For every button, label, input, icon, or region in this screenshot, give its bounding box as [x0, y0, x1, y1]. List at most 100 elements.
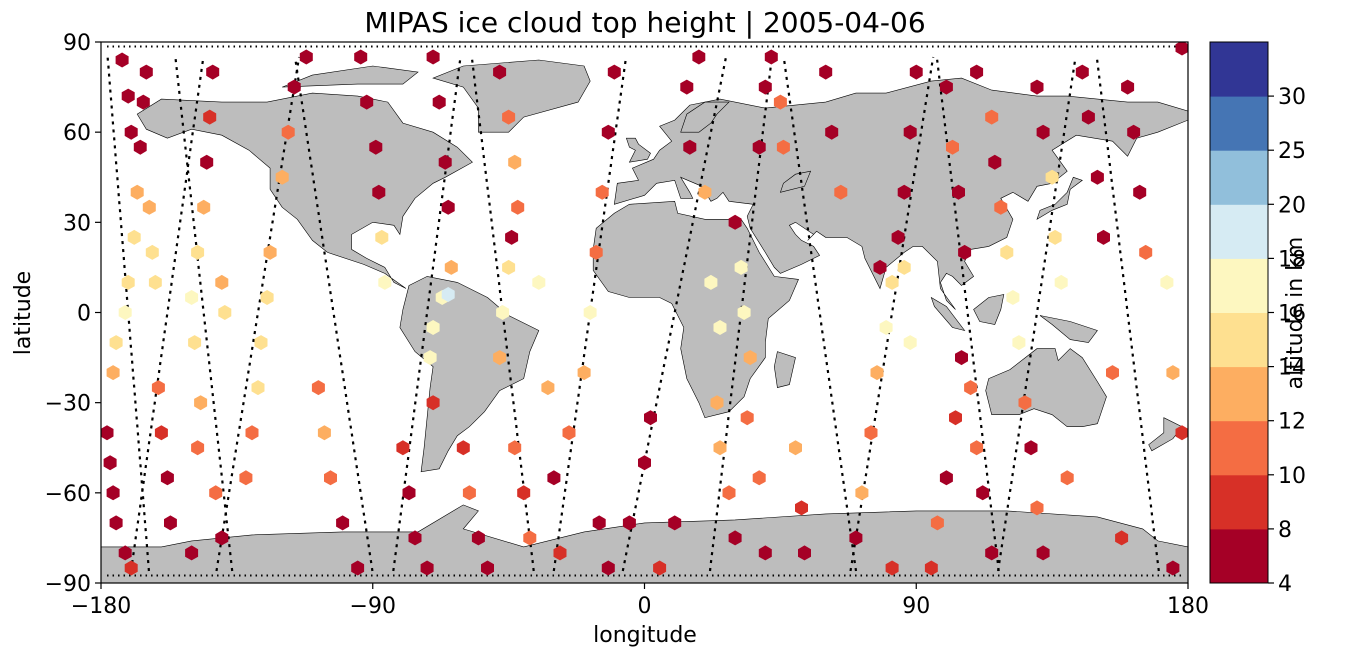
cloud-point [713, 440, 727, 456]
cloud-point [1048, 229, 1062, 245]
cloud-point [740, 410, 754, 426]
cloud-point [185, 290, 199, 305]
cloud-point [369, 139, 383, 155]
cloud-point [1115, 530, 1129, 546]
cloud-point [263, 244, 277, 260]
cloud-point [197, 199, 211, 215]
cloud-point [324, 470, 337, 486]
colorbar-tick-label: 12 [1278, 410, 1306, 435]
cloud-point [644, 410, 657, 426]
cloud-point [970, 440, 984, 456]
cloud-point [206, 64, 220, 80]
cloud-point [752, 470, 766, 486]
cloud-point [825, 124, 839, 140]
cloud-point [764, 49, 778, 65]
colorbar: 4 8 10 12 14 16 18 20 25 30 [1209, 41, 1306, 597]
cloud-point [1166, 560, 1180, 576]
cloud-point [985, 109, 999, 125]
land-arabia-dark [779, 170, 812, 193]
cloud-point [148, 274, 162, 290]
cloud-point [1060, 470, 1074, 486]
cloud-point [897, 184, 911, 200]
cloud-points [101, 42, 1188, 576]
cloud-point [994, 199, 1008, 215]
cloud-point [287, 79, 301, 95]
cloud-point [139, 64, 153, 80]
cloud-point [924, 560, 938, 576]
cloud-point [218, 305, 232, 320]
cloud-point [354, 49, 368, 65]
cloud-point [885, 274, 899, 290]
cloud-point [601, 124, 615, 140]
colorbar-bin [1210, 366, 1268, 422]
cloud-point [1018, 395, 1032, 411]
y-tick-label: 60 [63, 121, 91, 146]
cloud-point [121, 274, 135, 290]
y-tick-label: 30 [63, 211, 91, 236]
cloud-point [1006, 290, 1020, 305]
cloud-point [589, 244, 603, 260]
cloud-point [541, 380, 555, 396]
cloud-point [317, 425, 331, 441]
cloud-point [200, 154, 214, 170]
cloud-point [773, 94, 787, 110]
cloud-point [351, 560, 365, 576]
cloud-point [109, 335, 123, 351]
y-tick-label: −30 [45, 392, 91, 417]
cloud-point [795, 500, 808, 516]
cloud-point [903, 335, 917, 351]
cloud-point [698, 184, 712, 200]
cloud-point [622, 515, 636, 531]
land-africa [592, 200, 799, 419]
orbit-track [552, 56, 628, 572]
cloud-point [124, 560, 138, 576]
y-axis-ticks: 90 60 30 0 −30 −60 −90 [45, 31, 101, 597]
cloud-point [441, 287, 455, 302]
colorbar-tick-label: 30 [1278, 85, 1306, 110]
cloud-point [683, 139, 697, 155]
cloud-point [203, 109, 217, 125]
cloud-point [154, 425, 168, 441]
cloud-point [251, 380, 265, 396]
cloud-point [215, 530, 229, 546]
cloud-point [121, 88, 135, 104]
cloud-point [1127, 124, 1141, 140]
y-tick-label: −90 [45, 572, 91, 597]
orbit-track [130, 56, 205, 572]
land-antarctica [101, 504, 1188, 583]
cloud-point [1036, 545, 1050, 561]
cloud-point [553, 545, 567, 561]
cloud-point [1139, 244, 1153, 260]
orbit-track [935, 56, 1000, 572]
cloud-point [758, 79, 772, 95]
cloud-point [939, 79, 953, 95]
cloud-point [728, 530, 742, 546]
cloud-point [311, 380, 325, 396]
land-new-guinea [1039, 315, 1098, 343]
x-tick-label: 90 [902, 594, 930, 619]
cloud-point [493, 350, 507, 366]
orbit-track [782, 56, 858, 572]
x-tick-label: −180 [71, 594, 131, 619]
cloud-point [1160, 274, 1174, 290]
cloud-point [185, 545, 199, 561]
colorbar-tick-label: 16 [1278, 302, 1306, 327]
cloud-point [547, 470, 561, 486]
cloud-point [511, 199, 525, 215]
cloud-point [879, 320, 893, 335]
cloud-point [952, 184, 965, 200]
cloud-point [930, 515, 944, 531]
cloud-point [360, 94, 374, 110]
colorbar-bin [1210, 528, 1268, 584]
colorbar-bin [1210, 258, 1268, 313]
cloud-point [462, 485, 476, 501]
cloud-point [668, 515, 682, 531]
cloud-point [239, 470, 253, 486]
cloud-point [1036, 124, 1050, 140]
cloud-point [532, 274, 546, 290]
cloud-point [191, 244, 205, 260]
land-arctic-islands [282, 65, 419, 88]
cloud-point [493, 64, 507, 80]
colorbar-bin [1210, 312, 1268, 368]
cloud-point [1097, 229, 1110, 245]
